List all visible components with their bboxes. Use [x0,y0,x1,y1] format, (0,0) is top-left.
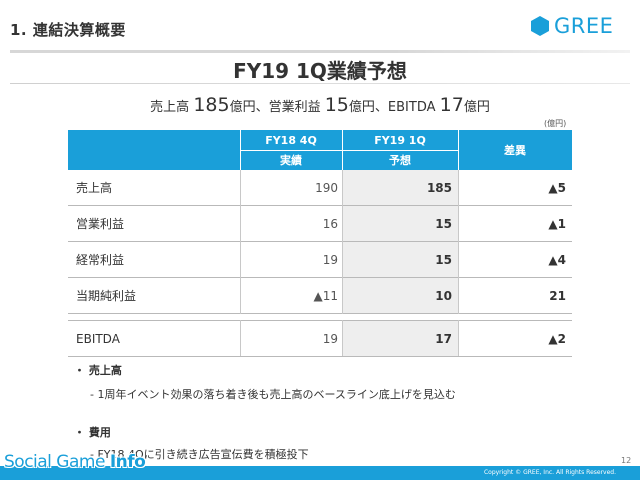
watermark-logo: Social Game Info [4,452,146,472]
difference-value: 21 [549,288,566,303]
table-row: 営業利益 16 15 ▲1 [68,206,572,242]
column-divider [458,170,459,314]
row-label: EBITDA [76,331,120,346]
col-forecast: 予想 [389,154,411,167]
title-rule-bottom [10,83,630,84]
row-label: 売上高 [76,181,113,195]
header-divider [458,130,459,170]
column-divider [240,170,241,314]
forecast-value: 15 [342,206,458,241]
forecast-value: 15 [342,242,458,277]
table-row: 当期純利益 ▲11 10 21 [68,278,572,314]
actual-value: 19 [322,252,338,267]
unit-label: (億円) [544,119,567,128]
footer-bar [0,466,640,480]
logo-text: GREE [554,14,614,38]
page-title: FY19 1Q業績予想 [233,59,407,83]
header-divider [240,130,241,170]
actual-value: ▲11 [313,288,339,303]
row-label: 当期純利益 [76,289,137,303]
forecast-value: 10 [342,278,458,313]
header-divider [342,130,343,170]
copyright: Copyright © GREE, Inc. All Rights Reserv… [483,469,616,476]
forecast-value: 185 [342,170,458,205]
col-fy19-1q: FY19 1Q [374,133,426,147]
bullet-costs-detail: - FY18 4Qに引き続き広告宣伝費を積極投下 [90,448,309,461]
summary-line: 売上高 185億円、営業利益 15億円、EBITDA 17億円 [150,94,490,116]
actual-value: 190 [315,180,338,195]
row-label: 営業利益 [76,217,125,231]
difference-value: ▲5 [548,180,566,195]
col-difference: 差異 [504,144,526,157]
row-label: 経常利益 [76,253,125,267]
actual-value: 16 [322,216,338,231]
table-row: 売上高 190 185 ▲5 [68,170,572,206]
column-divider [342,170,343,314]
bullet-costs: ・ 費用 [74,426,111,439]
difference-value: ▲1 [548,216,566,231]
actual-value: 19 [322,331,338,346]
title-rule [10,50,630,53]
difference-value: ▲2 [548,331,566,346]
col-actual: 実績 [280,154,302,167]
bullet-revenue-detail: - 1周年イベント効果の落ち着き後も売上高のベースライン底上げを見込む [90,388,456,401]
header-divider [240,150,458,151]
col-fy18-4q: FY18 4Q [265,133,317,147]
bullet-revenue: ・ 売上高 [74,364,122,377]
column-divider [458,320,459,356]
column-divider [342,320,343,356]
page-number: 12 [621,456,632,465]
gree-logo: GREE [530,14,613,38]
table-row-ebitda: EBITDA 19 17 ▲2 [68,320,572,357]
table-row: 経常利益 19 15 ▲4 [68,242,572,278]
difference-value: ▲4 [548,252,566,267]
section-title: 1. 連結決算概要 [10,21,126,39]
column-divider [240,320,241,356]
hexagon-icon [531,16,549,36]
forecast-value: 17 [342,321,458,356]
